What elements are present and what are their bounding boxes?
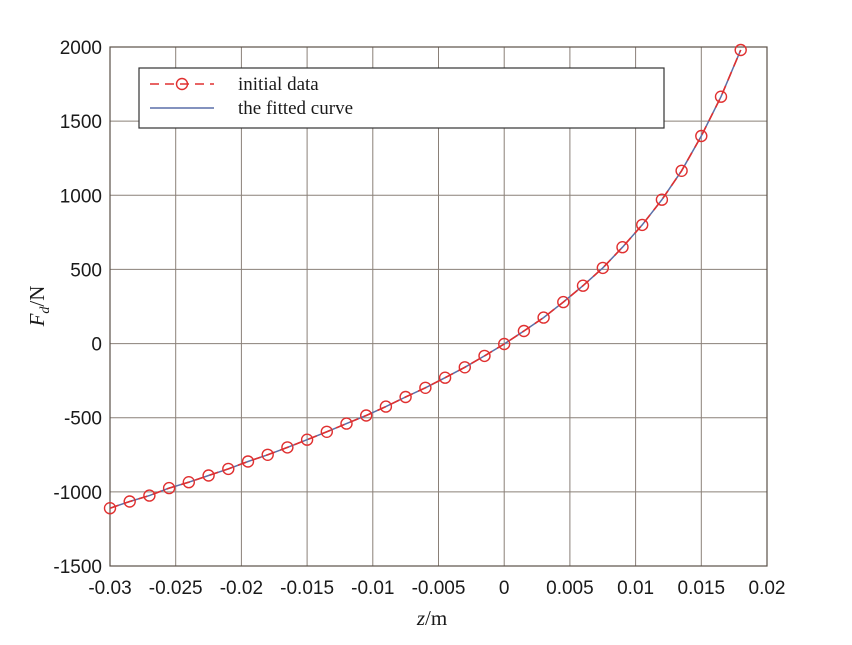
initial-data-point [340,417,353,430]
x-axis-label-unit: /m [425,606,447,630]
initial-data-point [300,433,314,446]
initial-data-point [438,371,452,384]
x-tick-labels: -0.03 -0.025 -0.02 -0.015 -0.01 -0.005 0 0.005 0… [88,578,785,599]
y-tick-label: -500 [64,409,102,430]
initial-data-point [636,218,649,232]
initial-data-point [379,400,393,413]
initial-data-point [537,311,550,324]
initial-data-point [261,448,274,461]
legend: initial data the fitted curve [138,67,665,129]
plot-frame [109,46,768,567]
x-tick-label: 0.02 [749,578,786,599]
y-tick-label: 1000 [60,186,102,207]
y-tick-label: 0 [91,335,102,356]
initial-data-point [478,349,491,363]
x-tick-label: 0.01 [617,578,654,599]
initial-data-point [714,90,728,103]
x-tick-label: -0.015 [280,578,334,599]
initial-data-point [576,279,590,292]
x-tick-label: -0.02 [220,578,263,599]
initial-data-point [162,481,176,495]
y-axis-label-var: F [25,313,49,327]
x-tick-label: -0.01 [351,578,394,599]
initial-data-point [320,425,333,438]
initial-data-point [182,476,196,489]
x-tick-label: -0.03 [88,578,131,599]
x-tick-label: 0 [499,578,510,599]
initial-data-point [399,390,412,404]
y-tick-labels: -1500 -1000 -500 0 500 1000 1500 2000 [53,38,102,578]
initial-data-point [222,462,235,476]
legend-fitted-curve-label: the fitted curve [238,98,353,119]
initial-data-point [143,489,156,502]
initial-data-point [675,164,688,178]
initial-data-point [616,240,629,254]
y-tick-label: -1500 [53,557,102,578]
initial-data-line [109,49,742,509]
x-tick-label: -0.025 [149,578,203,599]
x-axis-label-var: z [416,606,425,630]
initial-data-point [123,495,136,508]
initial-data-point [517,324,531,338]
legend-initial-data-marker [175,77,189,91]
initial-data-point [557,295,570,309]
legend-box [138,67,665,129]
initial-data-point [695,129,708,143]
initial-data-point [241,455,255,468]
initial-data-point [655,193,669,206]
y-axis-label-sub: d [38,306,53,314]
y-tick-label: -1000 [53,483,102,504]
initial-data-point [734,43,747,57]
initial-data-point [596,261,609,275]
initial-data-point [498,337,511,351]
y-axis-label: Fd/N [25,286,53,328]
y-tick-label: 500 [70,260,102,281]
x-tick-label: 0.005 [546,578,594,599]
y-tick-label: 1500 [60,112,102,133]
initial-data-point [202,469,215,482]
y-tick-label: 2000 [60,38,102,59]
initial-data-point [419,381,432,394]
initial-data-point [360,409,373,422]
x-tick-label: 0.015 [678,578,726,599]
y-axis-label-unit: /N [25,286,49,307]
x-axis-label: z/m [416,606,447,630]
initial-data-point [281,441,294,454]
x-tick-label: -0.005 [412,578,466,599]
initial-data-layer [103,43,747,515]
initial-data-point [103,502,117,515]
legend-initial-data-label: initial data [238,74,319,95]
initial-data-point [458,361,471,374]
